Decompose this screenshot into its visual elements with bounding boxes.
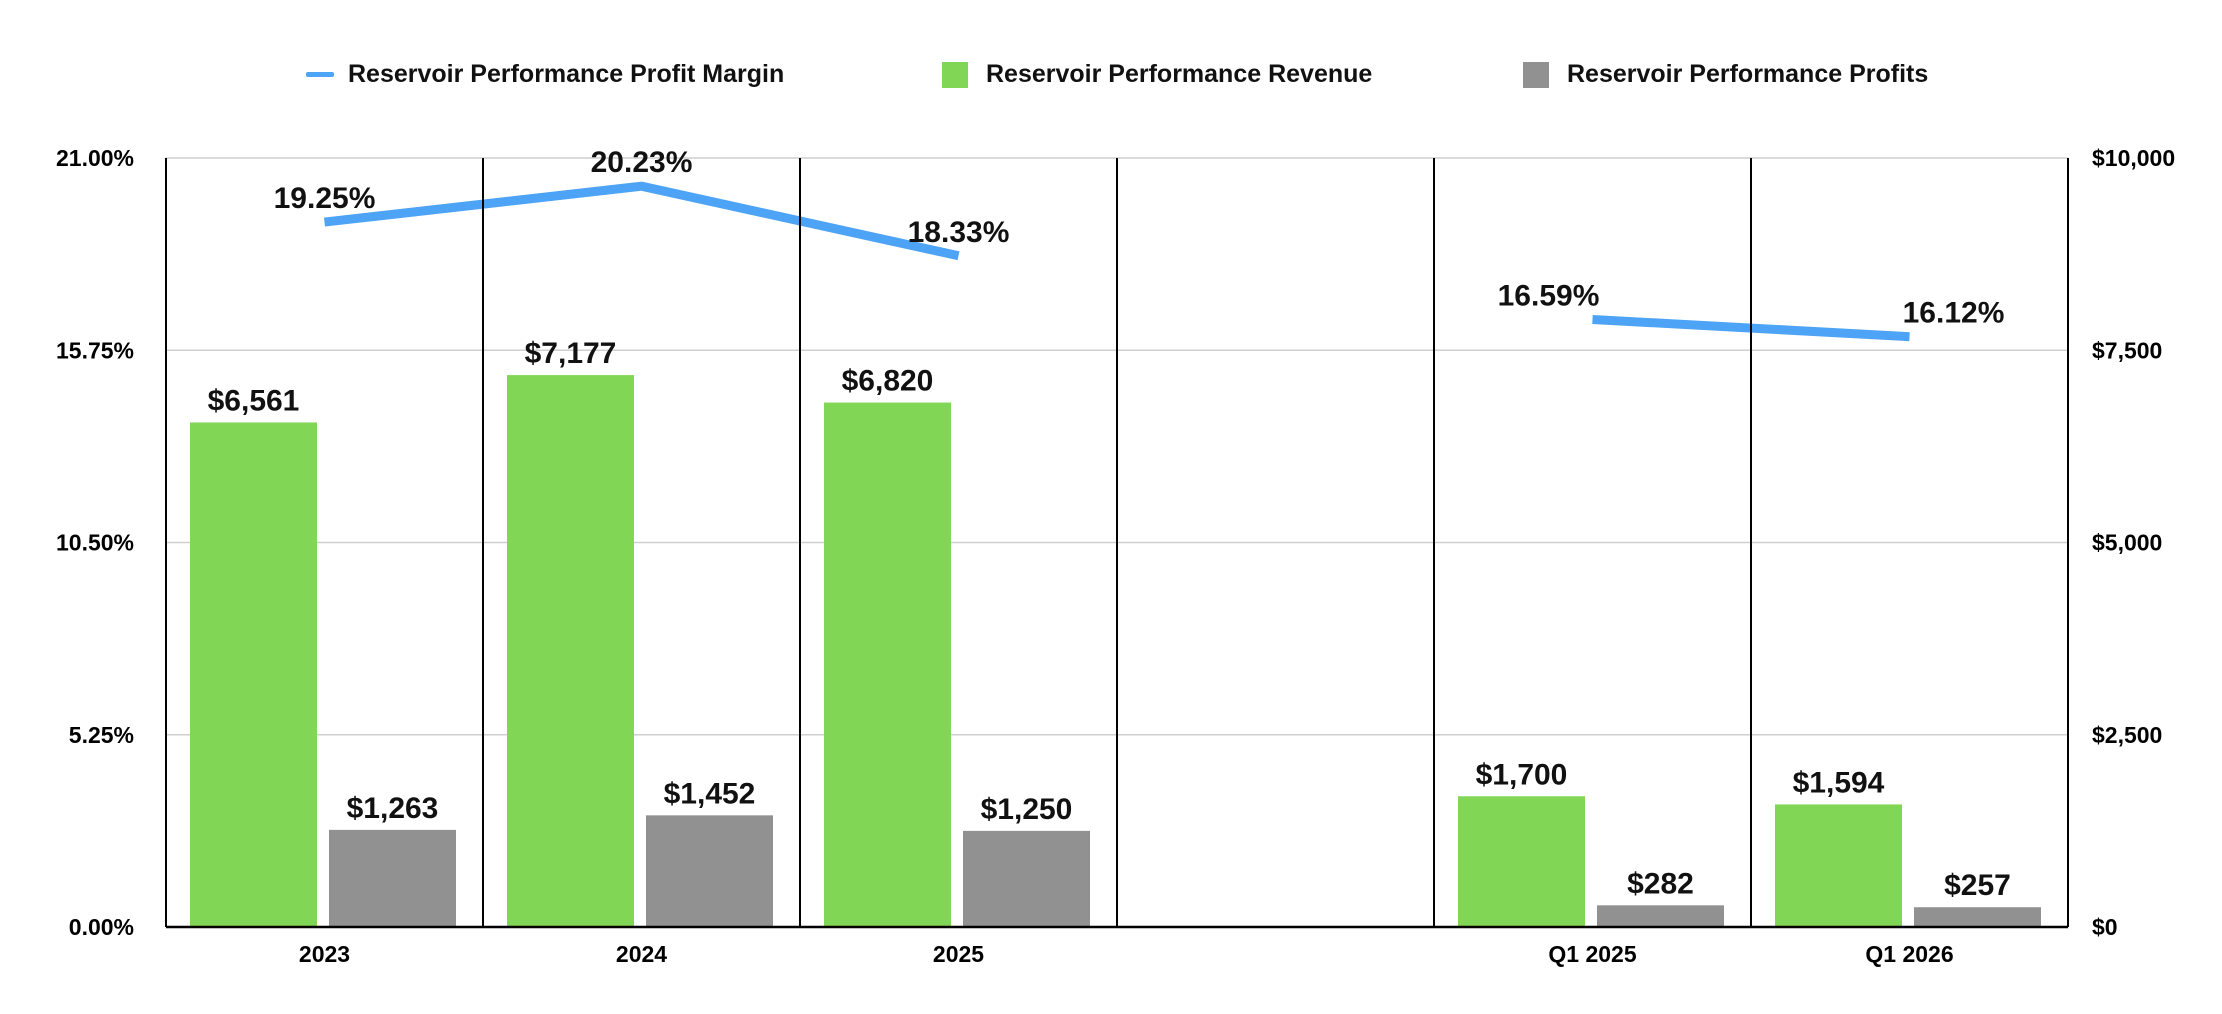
margin-line	[323, 181, 960, 261]
revenue-bar	[190, 422, 317, 927]
x-tick-label: Q1 2025	[1548, 941, 1636, 967]
profit-bar	[646, 815, 773, 927]
y-right-tick-label: $7,500	[2092, 337, 2162, 363]
margin-data-label: 16.59%	[1498, 279, 1600, 312]
profit-bar	[1597, 905, 1724, 927]
y-right-tick-label: $2,500	[2092, 722, 2162, 748]
revenue-data-label: $1,594	[1793, 766, 1885, 799]
x-tick-label: 2024	[616, 941, 667, 967]
revenue-data-label: $7,177	[525, 337, 617, 370]
legend-item-profits: Reservoir Performance Profits	[1523, 60, 1928, 89]
legend-label-margin: Reservoir Performance Profit Margin	[348, 60, 785, 88]
y-right-tick-label: $10,000	[2092, 145, 2175, 171]
profit-data-label: $1,452	[664, 777, 756, 810]
profit-data-label: $1,263	[347, 792, 439, 825]
revenue-bar	[824, 402, 951, 927]
revenue-data-label: $6,820	[842, 365, 934, 398]
y-right-tick-label: $5,000	[2092, 530, 2162, 556]
profit-data-label: $282	[1627, 867, 1694, 900]
y-left-tick-label: 5.25%	[69, 722, 134, 748]
x-tick-label: 2023	[299, 941, 350, 967]
profit-bar	[963, 830, 1090, 927]
profit-bar	[329, 829, 456, 927]
x-tick-label: 2025	[933, 941, 984, 967]
revenue-bar	[1775, 804, 1902, 927]
legend: Reservoir Performance Profit Margin Rese…	[0, 60, 2222, 100]
margin-data-label: 16.12%	[1903, 297, 2005, 330]
profit-data-label: $257	[1944, 869, 2011, 902]
revenue-data-label: $1,700	[1476, 758, 1568, 791]
legend-label-revenue: Reservoir Performance Revenue	[986, 60, 1373, 88]
y-left-tick-label: 21.00%	[56, 145, 134, 171]
y-left-tick-label: 10.50%	[56, 530, 134, 556]
legend-swatch-revenue	[942, 61, 968, 88]
margin-data-label: 19.25%	[274, 182, 376, 215]
legend-swatch-profits	[1523, 61, 1549, 88]
profit-data-label: $1,250	[981, 793, 1073, 826]
margin-data-label: 18.33%	[908, 216, 1010, 249]
legend-swatch-margin	[306, 72, 334, 77]
legend-label-profits: Reservoir Performance Profits	[1567, 60, 1929, 88]
x-tick-label: Q1 2026	[1865, 941, 1953, 967]
revenue-data-label: $6,561	[208, 384, 300, 417]
margin-data-label: 20.23%	[591, 146, 693, 179]
y-left-tick-label: 15.75%	[56, 337, 134, 363]
legend-item-margin: Reservoir Performance Profit Margin	[306, 60, 784, 89]
revenue-bar	[507, 375, 634, 927]
y-right-tick-label: $0	[2092, 914, 2118, 940]
profit-bar	[1914, 907, 2041, 927]
revenue-bar	[1458, 796, 1585, 927]
legend-item-revenue: Reservoir Performance Revenue	[942, 60, 1372, 89]
y-left-tick-label: 0.00%	[69, 914, 134, 940]
